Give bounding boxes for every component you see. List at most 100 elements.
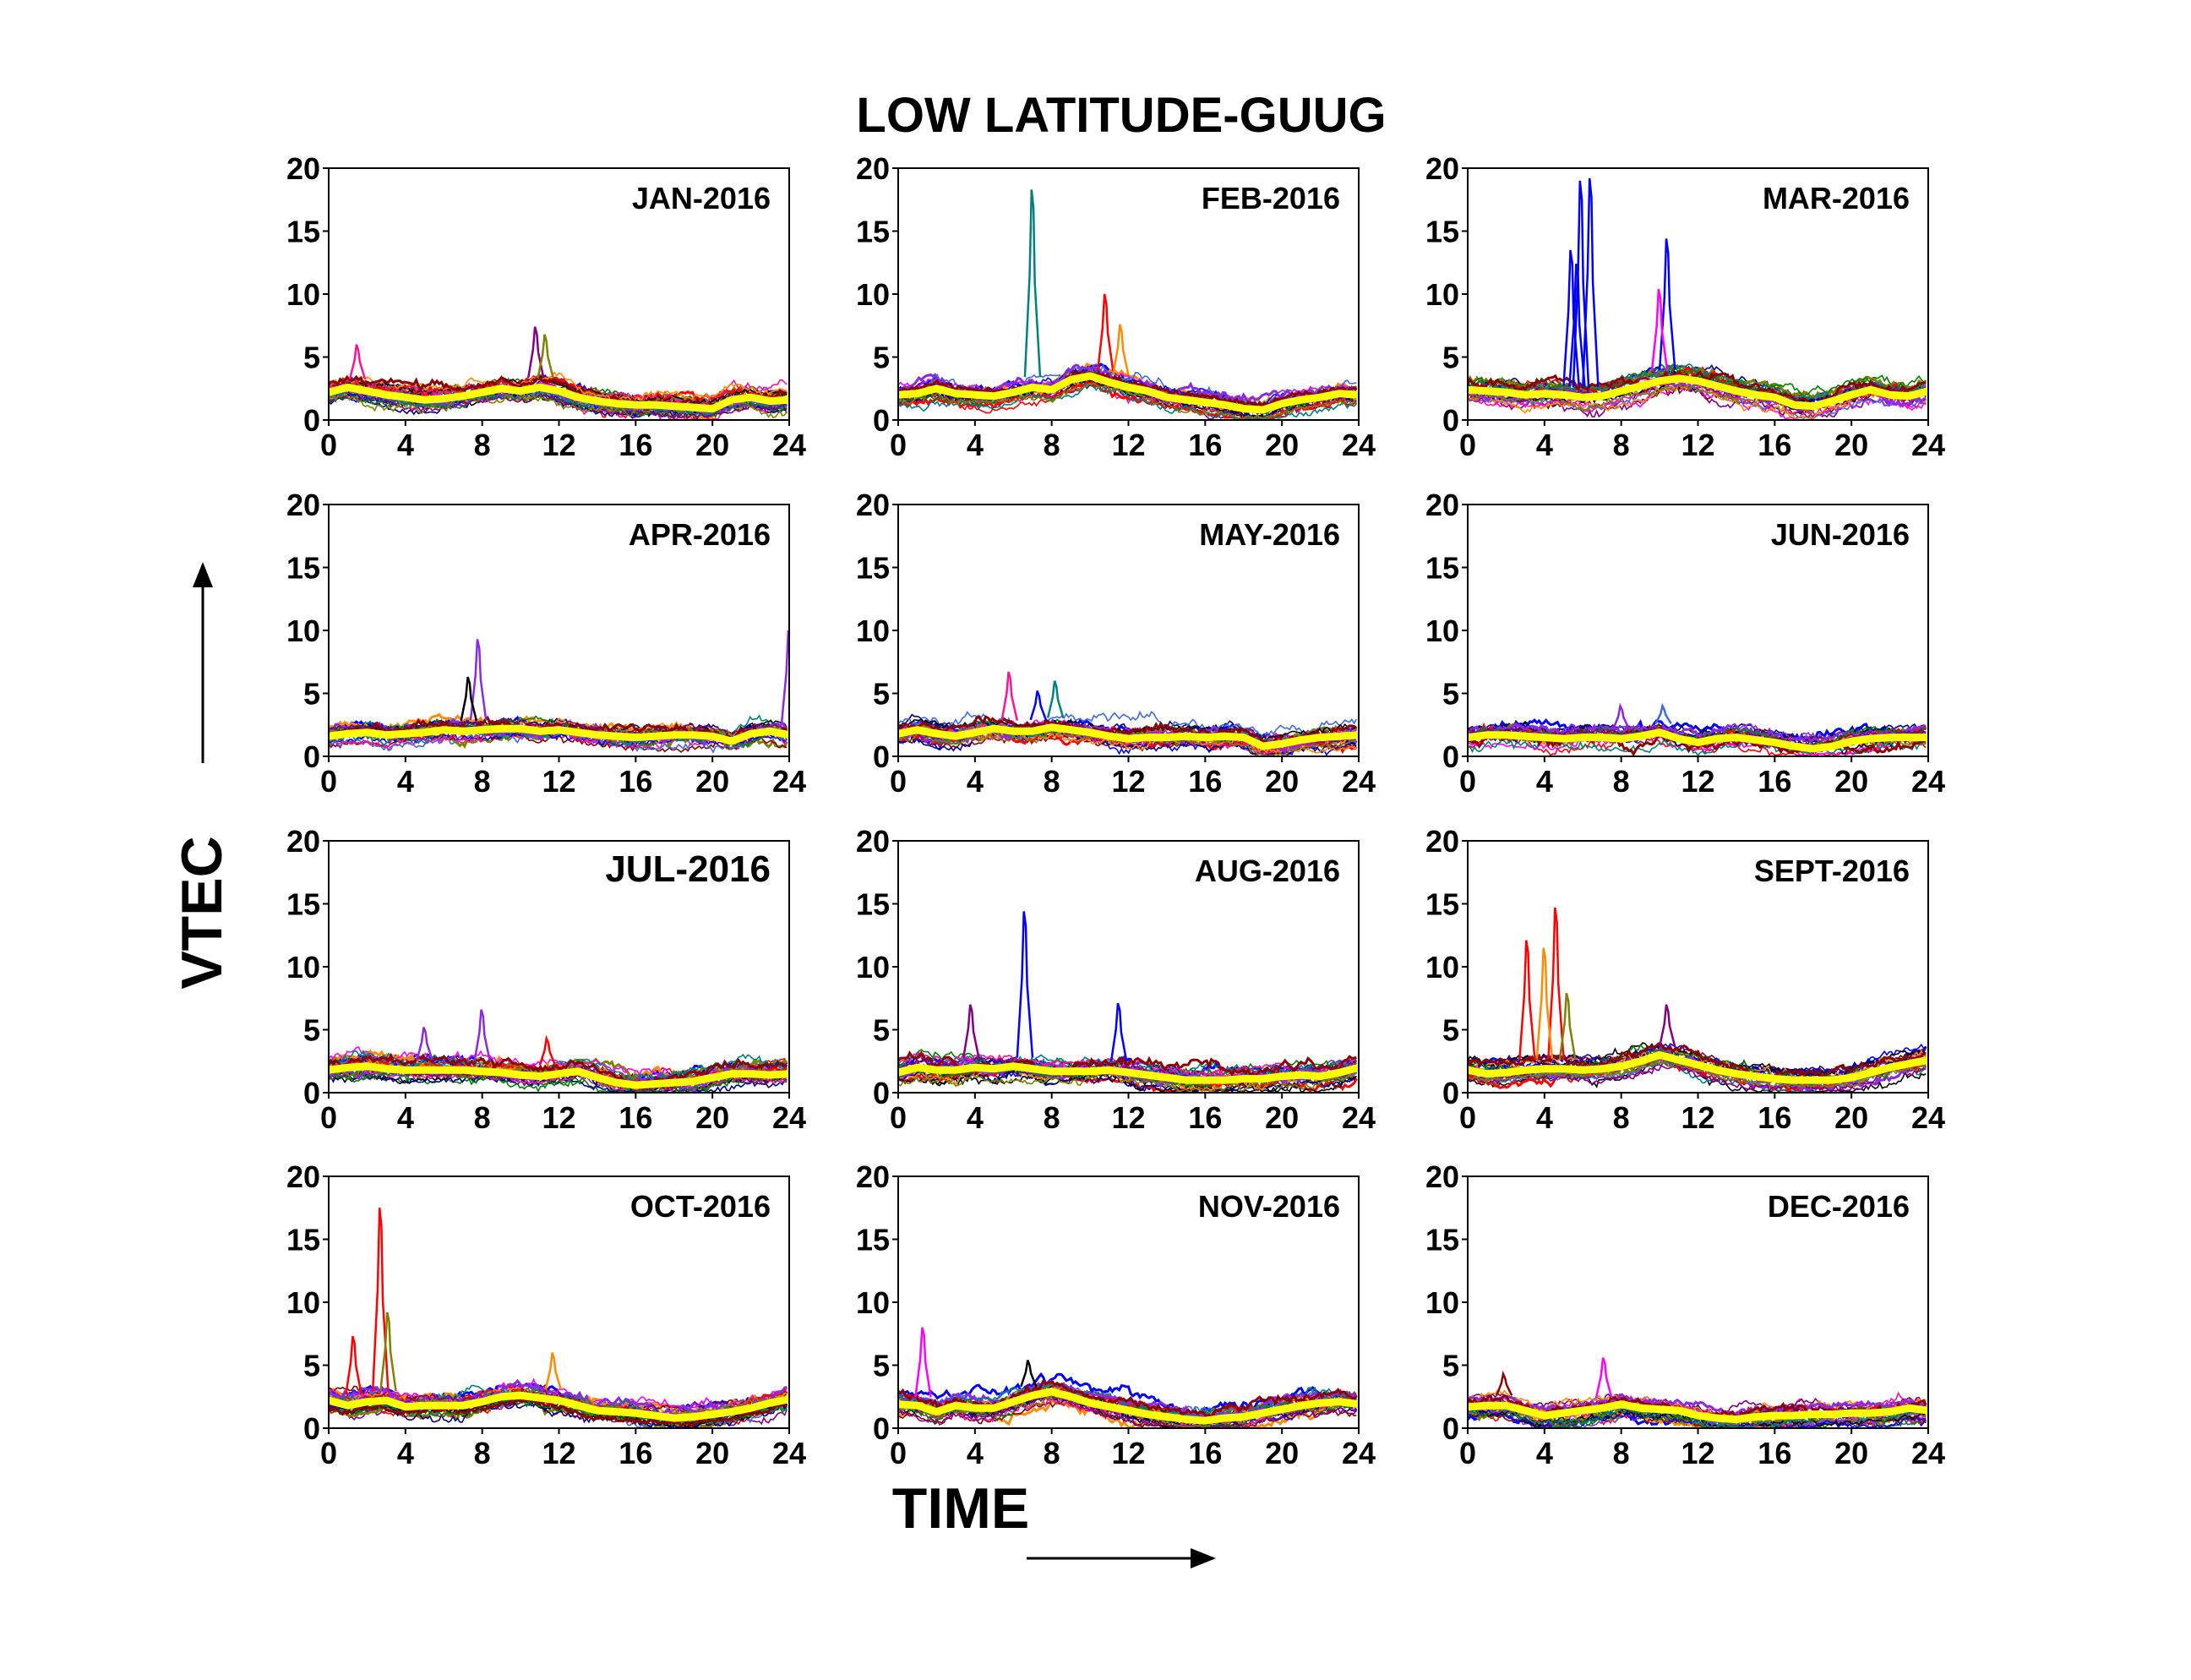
spike-trace bbox=[780, 630, 789, 725]
panels-grid: 0 5 10 15 20 0 4 8 12 16 20 24 JAN-2016 0 5 10 15 20 0 4 8 12… bbox=[286, 151, 1945, 1470]
x-tick-label: 16 bbox=[1188, 428, 1222, 462]
y-tick-label: 0 bbox=[1442, 403, 1459, 438]
y-tick-label: 5 bbox=[1442, 1349, 1459, 1383]
x-tick-label: 0 bbox=[890, 1436, 907, 1470]
y-tick-label: 15 bbox=[1425, 887, 1459, 922]
y-tick-label: 10 bbox=[1425, 614, 1459, 648]
x-tick-label: 20 bbox=[1834, 1100, 1868, 1135]
mean-line bbox=[898, 372, 1359, 414]
panel-label: JUN-2016 bbox=[1771, 517, 1910, 552]
x-tick-label: 24 bbox=[772, 1436, 806, 1470]
x-tick-label: 24 bbox=[1342, 1436, 1376, 1470]
y-tick-label: 0 bbox=[303, 1076, 320, 1110]
spike-trace bbox=[473, 1009, 492, 1062]
x-tick-label: 24 bbox=[1342, 1100, 1376, 1135]
spike-trace bbox=[537, 334, 554, 379]
plot-area bbox=[1468, 702, 1928, 756]
y-tick-label: 5 bbox=[1442, 1013, 1459, 1048]
x-tick-label: 24 bbox=[772, 1100, 806, 1135]
panel-label: JAN-2016 bbox=[632, 181, 771, 215]
x-tick-label: 8 bbox=[474, 1436, 491, 1470]
panel-label: JUL-2016 bbox=[605, 848, 771, 890]
x-tick-label: 24 bbox=[772, 428, 806, 462]
y-tick-label: 15 bbox=[1425, 551, 1459, 586]
x-tick-label: 24 bbox=[1911, 764, 1945, 799]
x-tick-label: 8 bbox=[1044, 1436, 1060, 1470]
y-tick-label: 20 bbox=[286, 824, 320, 859]
x-tick-label: 20 bbox=[695, 428, 729, 462]
y-tick-label: 20 bbox=[856, 151, 890, 186]
daily-trace bbox=[1468, 369, 1927, 409]
y-tick-label: 15 bbox=[286, 551, 320, 586]
mean-line bbox=[329, 1391, 789, 1422]
daily-trace bbox=[1468, 1410, 1927, 1428]
x-tick-label: 0 bbox=[320, 1436, 337, 1470]
x-tick-label: 16 bbox=[1758, 1436, 1791, 1470]
y-tick-label: 0 bbox=[873, 1411, 890, 1446]
daily-trace bbox=[1468, 1393, 1927, 1416]
x-tick-label: 16 bbox=[1758, 428, 1791, 462]
mean-line bbox=[329, 383, 789, 413]
x-tick-label: 16 bbox=[619, 428, 652, 462]
plot-area bbox=[329, 326, 789, 420]
spike-trace bbox=[1029, 690, 1048, 721]
x-tick-label: 20 bbox=[695, 1100, 729, 1135]
x-tick-label: 4 bbox=[397, 428, 414, 462]
spike-trace bbox=[1000, 671, 1019, 721]
y-tick-label: 0 bbox=[873, 403, 890, 438]
x-tick-label: 4 bbox=[1536, 1436, 1553, 1470]
daily-trace bbox=[1468, 1060, 1927, 1088]
panel-jun-2016: 0 5 10 15 20 0 4 8 12 16 20 24 JUN-2016 bbox=[1425, 488, 1945, 799]
y-tick-label: 10 bbox=[856, 277, 890, 312]
x-tick-label: 12 bbox=[542, 1436, 575, 1470]
y-tick-label: 5 bbox=[1442, 341, 1459, 375]
x-tick-label: 0 bbox=[1459, 764, 1476, 799]
plot-area bbox=[1468, 907, 1928, 1093]
x-tick-label: 16 bbox=[1758, 1100, 1791, 1135]
y-tick-label: 5 bbox=[873, 677, 890, 712]
panel-label: FEB-2016 bbox=[1202, 181, 1340, 215]
y-tick-label: 10 bbox=[1425, 277, 1459, 312]
spike-trace bbox=[469, 639, 488, 721]
x-tick-label: 12 bbox=[1111, 1100, 1145, 1135]
daily-trace bbox=[329, 732, 788, 753]
plot-area bbox=[898, 189, 1359, 420]
y-tick-label: 10 bbox=[1425, 950, 1459, 985]
daily-trace bbox=[898, 715, 1358, 746]
y-tick-label: 0 bbox=[303, 403, 320, 438]
x-tick-label: 8 bbox=[1613, 1100, 1630, 1135]
y-tick-label: 5 bbox=[873, 341, 890, 375]
x-tick-label: 24 bbox=[1342, 764, 1376, 799]
x-tick-label: 4 bbox=[397, 1436, 414, 1470]
daily-trace bbox=[1468, 1409, 1927, 1428]
spike-trace bbox=[1495, 1370, 1513, 1396]
y-tick-label: 0 bbox=[303, 739, 320, 774]
mean-line bbox=[898, 1388, 1359, 1425]
spike-trace bbox=[538, 1034, 557, 1066]
y-tick-label: 0 bbox=[873, 1076, 890, 1110]
x-tick-label: 8 bbox=[1613, 764, 1630, 799]
x-tick-label: 20 bbox=[1834, 428, 1868, 462]
daily-trace bbox=[329, 374, 788, 411]
daily-trace bbox=[898, 1051, 1357, 1077]
x-tick-label: 12 bbox=[542, 428, 575, 462]
x-tick-label: 0 bbox=[320, 428, 337, 462]
x-tick-label: 0 bbox=[890, 428, 907, 462]
spike-trace bbox=[544, 1352, 562, 1390]
x-tick-label: 8 bbox=[1044, 428, 1060, 462]
y-tick-label: 0 bbox=[303, 1411, 320, 1446]
y-tick-label: 15 bbox=[1425, 1223, 1459, 1257]
x-tick-label: 20 bbox=[1265, 1100, 1299, 1135]
y-tick-label: 20 bbox=[1425, 488, 1459, 522]
x-tick-label: 12 bbox=[1681, 428, 1714, 462]
panel-feb-2016: 0 5 10 15 20 0 4 8 12 16 20 24 FEB-2016 bbox=[856, 151, 1376, 462]
y-tick-label: 20 bbox=[1425, 1159, 1459, 1194]
x-tick-label: 16 bbox=[619, 1436, 652, 1470]
panel-label: MAR-2016 bbox=[1763, 181, 1910, 215]
daily-trace bbox=[898, 382, 1357, 420]
daily-trace bbox=[1468, 1062, 1927, 1093]
x-tick-label: 24 bbox=[772, 764, 806, 799]
x-tick-label: 4 bbox=[967, 764, 984, 799]
x-tick-label: 24 bbox=[1911, 1436, 1945, 1470]
plot-area bbox=[1468, 1357, 1928, 1428]
